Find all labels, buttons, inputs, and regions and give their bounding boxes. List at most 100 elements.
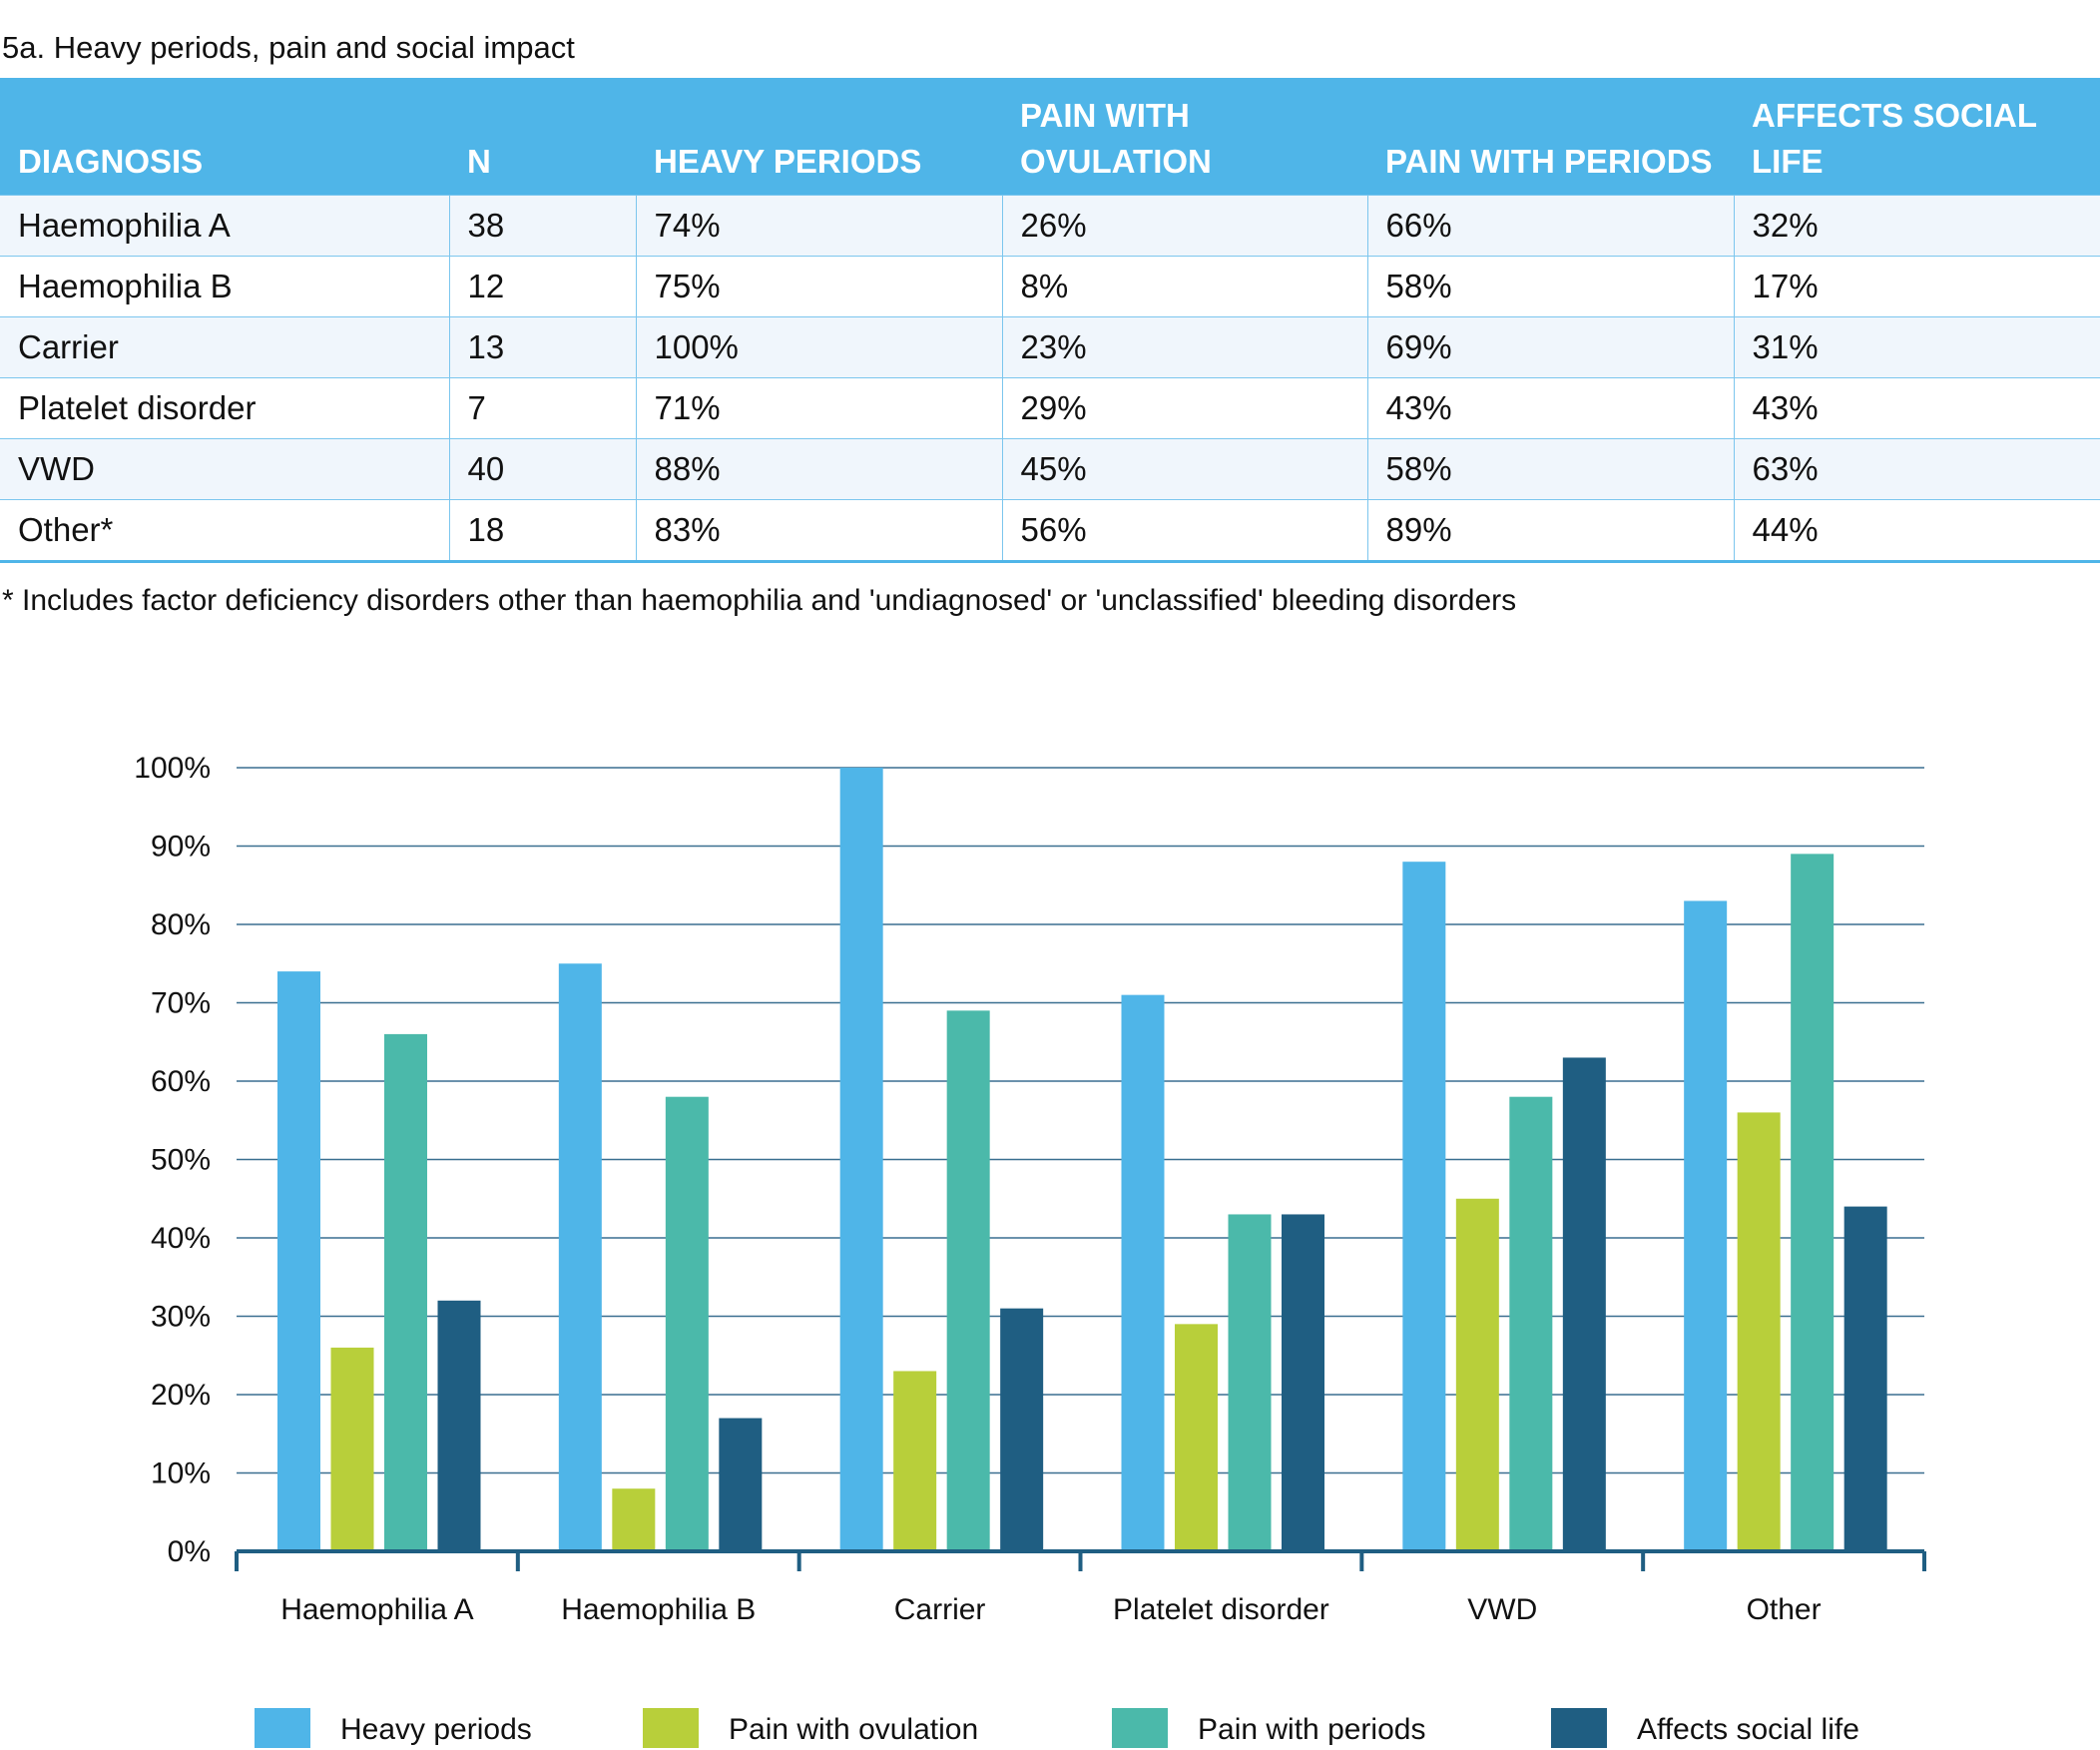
table-cell: 89% <box>1366 499 1734 563</box>
column-header: PAIN WITH PERIODS <box>1367 78 1734 196</box>
table-cell: 71% <box>635 377 1002 439</box>
data-table: DIAGNOSIS N HEAVY PERIODS PAIN WITH OVULATI… <box>0 78 2100 563</box>
table-cell: Carrier <box>0 316 449 378</box>
bar <box>437 1300 481 1551</box>
table-row: Platelet disorder 7 71% 29% 43% 43% <box>0 377 2100 439</box>
bar <box>1684 900 1728 1551</box>
table-row: Haemophilia B 12 75% 8% 58% 17% <box>0 256 2100 317</box>
x-tick-label: Haemophilia B <box>561 1593 756 1626</box>
footnote: * Includes factor deficiency disorders o… <box>2 584 1517 617</box>
bar <box>1509 1096 1553 1551</box>
table-cell: Haemophilia A <box>0 195 449 257</box>
table-cell: 38 <box>448 195 636 257</box>
bar <box>1737 1112 1781 1551</box>
table-cell: 45% <box>1001 438 1367 500</box>
bar <box>946 1010 990 1551</box>
legend-label: Heavy periods <box>340 1713 532 1746</box>
table-cell: VWD <box>0 438 449 500</box>
legend-swatch <box>643 1708 699 1748</box>
column-header: HEAVY PERIODS <box>636 78 1002 196</box>
y-tick-label: 50% <box>151 1144 211 1177</box>
x-tick-label: Other <box>1747 1593 1822 1626</box>
bar <box>277 971 320 1551</box>
x-tick-label: Carrier <box>894 1593 986 1626</box>
table-cell: 100% <box>635 316 1002 378</box>
table-cell: 32% <box>1733 195 2100 257</box>
bar <box>1000 1308 1044 1551</box>
table-header-row: DIAGNOSIS N HEAVY PERIODS PAIN WITH OVULATI… <box>0 78 2100 196</box>
table-cell: 56% <box>1001 499 1367 563</box>
bar <box>612 1488 656 1551</box>
table-row: Other* 18 83% 56% 89% 44% <box>0 499 2100 563</box>
table-cell: 69% <box>1366 316 1734 378</box>
y-tick-label: 80% <box>151 908 211 941</box>
table-cell: 63% <box>1733 438 2100 500</box>
column-header: AFFECTS SOCIAL LIFE <box>1734 78 2100 196</box>
y-tick-label: 100% <box>134 752 211 785</box>
bar <box>893 1371 937 1551</box>
legend-label: Pain with periods <box>1198 1713 1425 1746</box>
bar <box>1175 1324 1218 1551</box>
y-tick-label: 0% <box>168 1535 211 1568</box>
table-cell: 18 <box>448 499 636 563</box>
x-tick-label: VWD <box>1467 1593 1537 1626</box>
legend-label: Pain with ovulation <box>729 1713 978 1746</box>
bar <box>1228 1214 1272 1551</box>
legend-swatch <box>255 1708 310 1748</box>
table-cell: 29% <box>1001 377 1367 439</box>
table-cell: 43% <box>1366 377 1734 439</box>
table-cell: 58% <box>1366 438 1734 500</box>
y-tick-label: 30% <box>151 1301 211 1334</box>
legend-label: Affects social life <box>1637 1713 1859 1746</box>
table-cell: 17% <box>1733 256 2100 317</box>
bar <box>558 963 602 1551</box>
table-cell: 26% <box>1001 195 1367 257</box>
column-header: PAIN WITH OVULATION <box>1002 78 1367 196</box>
column-header: DIAGNOSIS <box>0 78 449 196</box>
table-row: Haemophilia A 38 74% 26% 66% 32% <box>0 195 2100 257</box>
table-cell: 31% <box>1733 316 2100 378</box>
table-cell: 83% <box>635 499 1002 563</box>
table-row: VWD 40 88% 45% 58% 63% <box>0 438 2100 500</box>
y-tick-label: 60% <box>151 1065 211 1098</box>
table-cell: 40 <box>448 438 636 500</box>
bar <box>330 1347 374 1551</box>
table-cell: Platelet disorder <box>0 377 449 439</box>
bar <box>839 768 883 1551</box>
x-tick-label: Platelet disorder <box>1113 1593 1329 1626</box>
table-cell: 74% <box>635 195 1002 257</box>
table-cell: 43% <box>1733 377 2100 439</box>
bar <box>1402 862 1446 1551</box>
y-tick-label: 20% <box>151 1379 211 1412</box>
table-cell: 44% <box>1733 499 2100 563</box>
bar <box>719 1418 763 1551</box>
y-tick-label: 40% <box>151 1222 211 1255</box>
table-cell: 75% <box>635 256 1002 317</box>
y-tick-label: 70% <box>151 987 211 1020</box>
table-cell: 88% <box>635 438 1002 500</box>
legend-swatch <box>1551 1708 1607 1748</box>
bar <box>1562 1057 1606 1551</box>
legend-swatch <box>1112 1708 1168 1748</box>
bar <box>1791 854 1835 1551</box>
table-row: Carrier 13 100% 23% 69% 31% <box>0 316 2100 378</box>
table-cell: 23% <box>1001 316 1367 378</box>
bar <box>1121 994 1165 1551</box>
table-cell: 8% <box>1001 256 1367 317</box>
bar <box>665 1096 709 1551</box>
table-cell: 12 <box>448 256 636 317</box>
bar <box>1843 1206 1887 1551</box>
bar <box>384 1033 427 1551</box>
y-tick-label: 10% <box>151 1458 211 1490</box>
x-tick-label: Haemophilia A <box>280 1593 473 1626</box>
y-tick-label: 90% <box>151 831 211 864</box>
table-cell: 7 <box>448 377 636 439</box>
table-cell: Other* <box>0 499 449 563</box>
table-title: 5a. Heavy periods, pain and social impac… <box>2 30 575 65</box>
table-cell: 58% <box>1366 256 1734 317</box>
table-cell: 66% <box>1366 195 1734 257</box>
table-cell: Haemophilia B <box>0 256 449 317</box>
bar <box>1282 1214 1324 1551</box>
bar <box>1455 1198 1499 1551</box>
